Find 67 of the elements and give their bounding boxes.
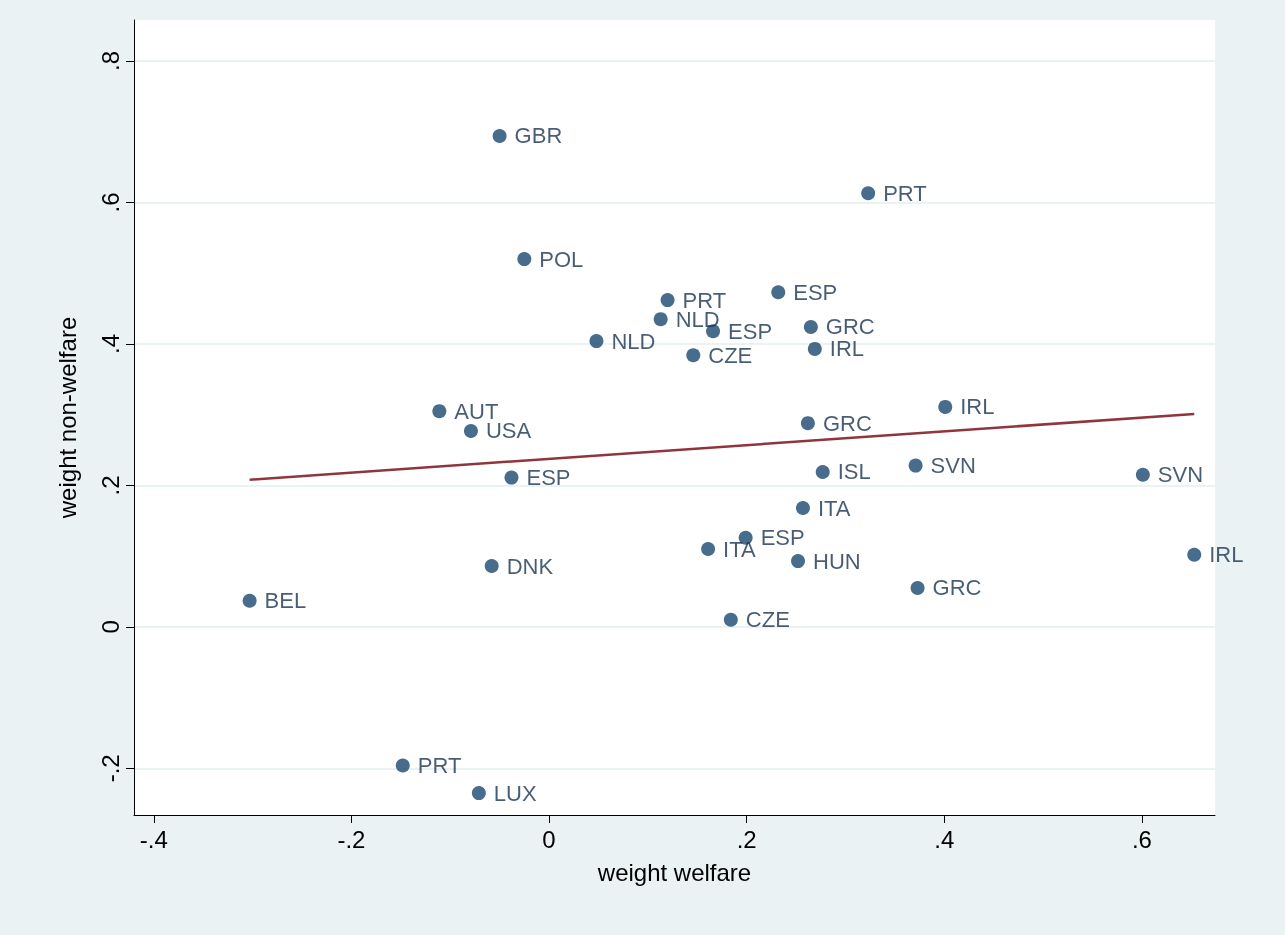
x-tick-label: -.2 (337, 825, 366, 853)
point (589, 334, 604, 349)
data-label: POL (539, 246, 584, 272)
data-label: ITA (817, 495, 851, 521)
point (432, 404, 447, 419)
x-tick-label: .2 (736, 825, 757, 853)
y-tick-label: 0 (96, 620, 124, 634)
data-label: CZE (745, 607, 790, 633)
point (242, 593, 257, 608)
data-label: ESP (793, 279, 838, 305)
point (908, 458, 923, 473)
data-label: SVN (930, 453, 976, 479)
y-tick-label: .6 (96, 192, 124, 213)
point (771, 285, 786, 300)
data-label: NLD (611, 328, 656, 354)
point (1135, 467, 1150, 482)
point (815, 464, 830, 479)
point (723, 612, 738, 627)
data-label: ITA (723, 536, 757, 562)
data-label: PRT (883, 180, 927, 206)
point (800, 416, 815, 431)
x-tick-label: .6 (1131, 825, 1152, 853)
point (938, 399, 953, 414)
data-label: IRL (1209, 542, 1244, 568)
data-label: GBR (514, 123, 563, 149)
data-label: BEL (264, 588, 307, 614)
point (795, 501, 810, 516)
x-axis-title: weight welfare (596, 858, 752, 886)
point (463, 423, 478, 438)
data-label: DNK (506, 553, 554, 579)
x-tick-label: -.4 (139, 825, 168, 853)
point (686, 348, 701, 363)
x-tick-label: 0 (542, 825, 556, 853)
data-label: GRC (822, 410, 872, 436)
data-label: ESP (760, 525, 805, 551)
point (492, 129, 507, 143)
point (660, 293, 675, 308)
point (803, 319, 818, 334)
y-tick-label: -.2 (96, 754, 124, 783)
point (910, 580, 925, 595)
data-label: GRC (932, 575, 982, 601)
point (653, 312, 668, 327)
data-label: SVN (1157, 462, 1204, 488)
point (504, 470, 519, 485)
point (701, 542, 716, 557)
point (1187, 547, 1202, 562)
point (517, 252, 532, 267)
point (484, 559, 499, 574)
data-label: IRL (960, 394, 995, 420)
data-label: PRT (682, 287, 727, 313)
y-axis-title: weight non-welfare (53, 316, 81, 520)
point (807, 341, 822, 356)
point (861, 186, 876, 201)
data-label: HUN (813, 548, 861, 574)
y-tick-label: .8 (96, 51, 124, 72)
data-label: CZE (708, 342, 753, 368)
data-label: LUX (493, 780, 537, 806)
data-label: PRT (417, 752, 462, 778)
x-tick-label: .4 (934, 825, 955, 853)
data-label: ISL (837, 459, 871, 485)
point (395, 758, 410, 773)
point (471, 786, 486, 801)
y-tick-label: .2 (96, 475, 124, 496)
y-tick-label: .4 (96, 333, 124, 354)
point (791, 554, 806, 569)
data-label: ESP (728, 318, 773, 344)
data-label: ESP (526, 465, 571, 491)
